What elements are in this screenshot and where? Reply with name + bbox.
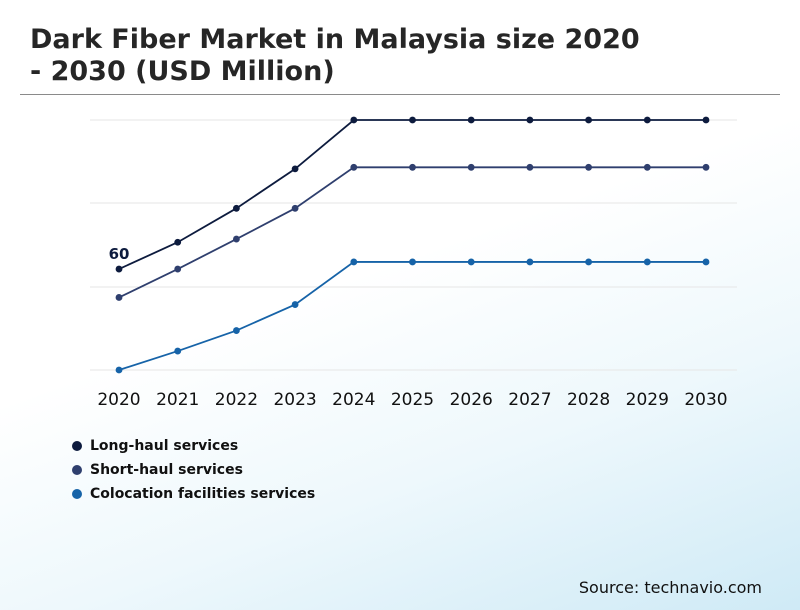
x-tick-label: 2020 [97, 390, 140, 410]
data-point [291, 165, 299, 173]
data-point [233, 235, 240, 243]
data-point [409, 163, 416, 171]
x-tick-label: 2026 [450, 390, 493, 410]
legend-marker-icon [72, 465, 82, 475]
data-point [291, 301, 299, 308]
x-tick-label: 2022 [215, 390, 258, 410]
legend-marker-icon [72, 441, 82, 451]
x-tick-label: 2024 [332, 390, 375, 410]
data-point [643, 258, 651, 266]
data-point [174, 265, 182, 273]
legend-label: Colocation facilities services [90, 486, 316, 502]
legend-label: Short-haul services [90, 462, 243, 478]
legend-item: Long-haul services [72, 434, 315, 458]
data-point [115, 265, 123, 273]
data-point [350, 163, 358, 171]
data-point [174, 238, 182, 246]
data-point [585, 163, 592, 171]
legend-marker-icon [72, 489, 82, 499]
data-point [409, 116, 416, 124]
title-line-2: - 2030 (USD Million) [30, 56, 335, 87]
data-point [467, 258, 475, 266]
x-tick-label: 2023 [273, 390, 316, 410]
data-point [643, 116, 651, 124]
data-point [702, 116, 710, 124]
data-point [291, 204, 299, 212]
title-divider [20, 94, 780, 95]
x-tick-label: 2021 [156, 390, 199, 410]
x-tick-label: 2027 [508, 390, 551, 410]
line-chart: 2020 2021 2022 2023 2024 2025 2026 2027 2028 2029… [90, 116, 737, 410]
data-point [115, 366, 123, 374]
data-point [233, 204, 240, 212]
source-credit: Source: technavio.com [578, 578, 762, 597]
data-point [350, 116, 358, 124]
x-tick-label: 2028 [567, 390, 610, 410]
legend-item: Colocation facilities services [72, 482, 315, 506]
chart-legend: Long-haul services Short-haul services Col… [72, 434, 315, 506]
x-tick-label: 2030 [684, 390, 727, 410]
data-point [702, 163, 710, 171]
data-point [702, 258, 710, 266]
data-point [174, 347, 182, 355]
data-point [585, 116, 592, 124]
data-label: 60 [109, 245, 130, 263]
legend-item: Short-haul services [72, 458, 315, 482]
data-point [409, 258, 416, 266]
data-point [526, 163, 534, 171]
data-point [233, 327, 240, 334]
data-point [467, 163, 475, 171]
data-point [526, 116, 534, 124]
x-tick-label: 2025 [391, 390, 434, 410]
data-point [350, 258, 358, 266]
series-line-1 [118, 166, 706, 299]
chart-title: Dark Fiber Market in Malaysia size 2020 … [30, 24, 730, 88]
data-point [467, 116, 475, 124]
data-point [643, 163, 651, 171]
data-point [585, 258, 592, 266]
series-line-0 [118, 119, 706, 270]
series-line-2 [118, 261, 706, 371]
data-point [526, 258, 534, 266]
legend-label: Long-haul services [90, 438, 239, 454]
data-point [115, 294, 123, 301]
x-tick-label: 2029 [626, 390, 669, 410]
title-line-1: Dark Fiber Market in Malaysia size 2020 [30, 24, 640, 55]
